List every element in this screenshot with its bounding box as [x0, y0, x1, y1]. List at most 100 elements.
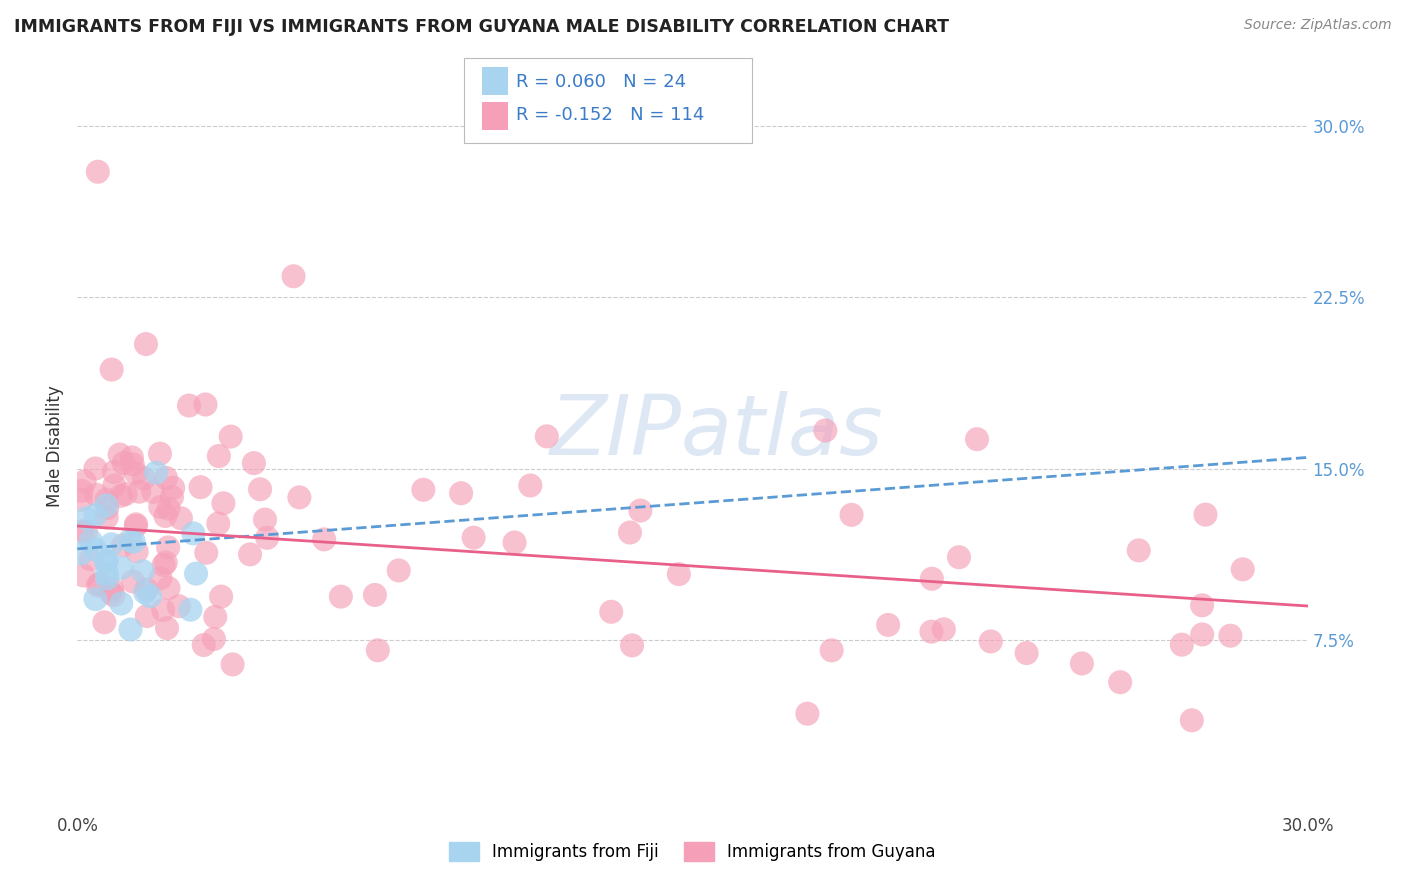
Immigrants from Guyana	[155, 556, 177, 570]
Immigrants from Guyana	[600, 605, 623, 619]
Immigrants from Guyana	[96, 492, 118, 507]
Immigrants from Guyana	[152, 558, 174, 572]
Immigrants from Guyana	[1181, 714, 1204, 728]
Immigrants from Guyana	[110, 489, 132, 503]
Immigrants from Guyana	[112, 538, 135, 552]
Immigrants from Guyana	[463, 531, 485, 545]
Immigrants from Guyana	[519, 478, 541, 492]
Immigrants from Guyana	[1015, 646, 1038, 660]
Immigrants from Guyana	[135, 337, 157, 351]
Immigrants from Guyana	[821, 643, 844, 657]
Immigrants from Fiji	[96, 572, 118, 586]
Immigrants from Fiji	[79, 533, 101, 548]
Immigrants from Guyana	[112, 456, 135, 470]
Immigrants from Guyana	[155, 508, 177, 523]
Immigrants from Guyana	[96, 500, 118, 515]
Immigrants from Guyana	[628, 503, 651, 517]
Immigrants from Guyana	[314, 533, 336, 547]
Immigrants from Guyana	[156, 621, 179, 635]
Immigrants from Guyana	[135, 582, 157, 597]
Immigrants from Guyana	[108, 448, 131, 462]
Immigrants from Guyana	[503, 535, 526, 549]
Text: Source: ZipAtlas.com: Source: ZipAtlas.com	[1244, 18, 1392, 32]
Immigrants from Guyana	[100, 585, 122, 599]
Immigrants from Guyana	[256, 531, 278, 545]
Immigrants from Guyana	[157, 581, 180, 595]
Immigrants from Guyana	[209, 590, 232, 604]
Immigrants from Guyana	[1070, 657, 1092, 671]
Immigrants from Fiji	[184, 566, 207, 581]
Immigrants from Guyana	[114, 487, 136, 501]
Immigrants from Guyana	[194, 397, 217, 411]
Immigrants from Fiji	[84, 508, 107, 522]
Immigrants from Guyana	[128, 484, 150, 499]
Immigrants from Guyana	[212, 496, 235, 510]
Immigrants from Guyana	[103, 588, 125, 602]
Immigrants from Guyana	[70, 492, 93, 507]
Immigrants from Guyana	[207, 516, 229, 531]
Immigrants from Guyana	[125, 517, 148, 532]
Immigrants from Guyana	[966, 432, 988, 446]
Immigrants from Guyana	[249, 483, 271, 497]
Immigrants from Fiji	[110, 597, 132, 611]
Immigrants from Fiji	[122, 534, 145, 549]
Immigrants from Guyana	[288, 491, 311, 505]
Immigrants from Guyana	[157, 501, 180, 516]
Immigrants from Guyana	[100, 362, 122, 376]
Immigrants from Guyana	[219, 429, 242, 443]
Immigrants from Guyana	[388, 564, 411, 578]
Immigrants from Guyana	[190, 480, 212, 494]
Y-axis label: Male Disability: Male Disability	[46, 385, 65, 507]
Immigrants from Guyana	[79, 552, 101, 566]
Immigrants from Guyana	[980, 634, 1002, 648]
Immigrants from Guyana	[72, 568, 94, 582]
Immigrants from Guyana	[86, 578, 108, 592]
Immigrants from Guyana	[103, 465, 125, 479]
Immigrants from Fiji	[96, 566, 118, 581]
Immigrants from Fiji	[84, 542, 107, 557]
Immigrants from Guyana	[1232, 562, 1254, 576]
Immigrants from Guyana	[412, 483, 434, 497]
Immigrants from Guyana	[87, 164, 110, 178]
Immigrants from Guyana	[86, 488, 108, 502]
Text: R = 0.060   N = 24: R = 0.060 N = 24	[516, 73, 686, 91]
Immigrants from Guyana	[89, 576, 111, 591]
Immigrants from Guyana	[841, 508, 863, 522]
Immigrants from Guyana	[204, 610, 226, 624]
Immigrants from Guyana	[157, 541, 180, 555]
Immigrants from Guyana	[243, 456, 266, 470]
Immigrants from Guyana	[160, 490, 183, 504]
Immigrants from Guyana	[921, 572, 943, 586]
Immigrants from Fiji	[75, 511, 97, 525]
Immigrants from Guyana	[73, 475, 96, 489]
Immigrants from Guyana	[329, 590, 352, 604]
Immigrants from Guyana	[1194, 508, 1216, 522]
Immigrants from Guyana	[1109, 675, 1132, 690]
Immigrants from Guyana	[93, 615, 115, 630]
Immigrants from Guyana	[536, 429, 558, 443]
Immigrants from Guyana	[70, 483, 93, 498]
Immigrants from Guyana	[253, 512, 276, 526]
Immigrants from Guyana	[121, 450, 143, 465]
Legend: Immigrants from Fiji, Immigrants from Guyana: Immigrants from Fiji, Immigrants from Gu…	[440, 833, 945, 869]
Text: R = -0.152   N = 114: R = -0.152 N = 114	[516, 106, 704, 124]
Immigrants from Guyana	[96, 510, 118, 524]
Immigrants from Guyana	[877, 618, 900, 632]
Immigrants from Guyana	[177, 399, 200, 413]
Immigrants from Fiji	[139, 589, 162, 603]
Immigrants from Guyana	[122, 574, 145, 589]
Immigrants from Fiji	[145, 466, 167, 480]
Immigrants from Fiji	[134, 585, 156, 599]
Immigrants from Fiji	[94, 554, 117, 568]
Immigrants from Guyana	[84, 461, 107, 475]
Immigrants from Guyana	[202, 632, 225, 646]
Immigrants from Guyana	[283, 269, 305, 284]
Immigrants from Guyana	[135, 609, 157, 624]
Immigrants from Fiji	[132, 564, 155, 578]
Immigrants from Guyana	[796, 706, 818, 721]
Immigrants from Fiji	[96, 499, 118, 513]
Immigrants from Guyana	[1191, 627, 1213, 641]
Immigrants from Guyana	[208, 449, 231, 463]
Immigrants from Guyana	[70, 524, 93, 539]
Immigrants from Guyana	[1171, 638, 1194, 652]
